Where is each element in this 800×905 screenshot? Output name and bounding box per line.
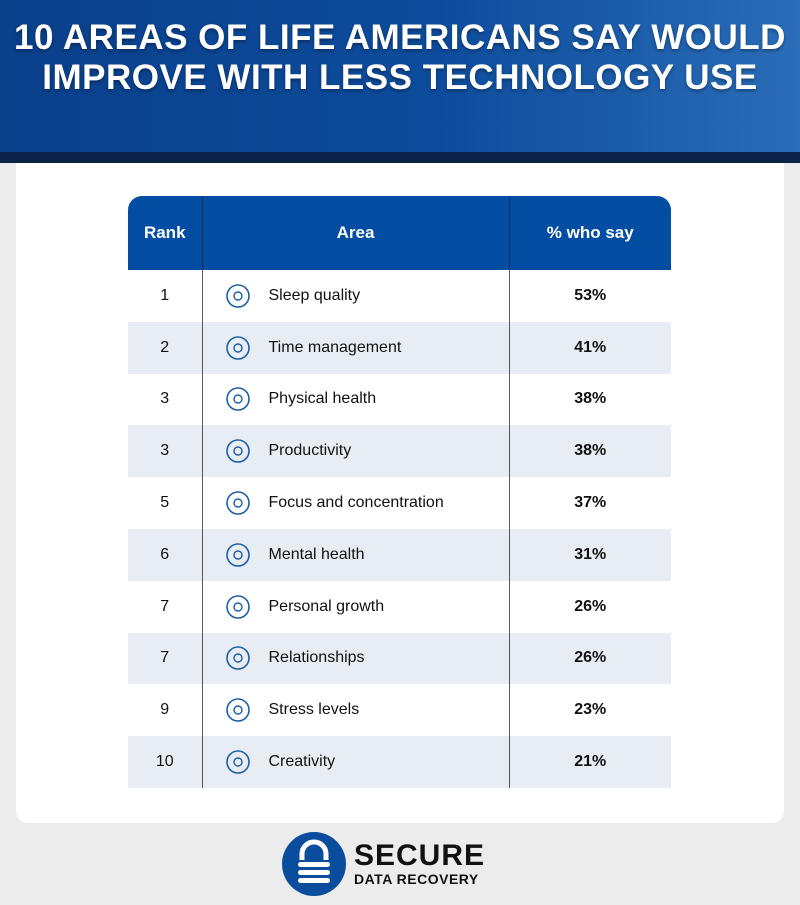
logo-line2: DATA RECOVERY [354,871,479,887]
pct-cell: 26% [574,597,607,615]
pct-cell: 38% [509,425,671,478]
padlock-icon [282,832,346,896]
area-cell: Sleep quality [202,270,510,322]
table-row: 7 Relationships 26% [128,632,671,685]
head-brain-icon [223,540,253,570]
brand-logo: SECURE DATA RECOVERY [282,832,485,896]
logo-line1: SECURE [354,839,486,872]
area-label: Stress levels [268,701,360,719]
area-cell: Mental health [202,528,510,581]
pct-cell: 31% [509,528,671,581]
target-icon [223,488,253,518]
rank-cell: 2 [128,321,203,374]
heart-dumbbell-icon [223,384,253,414]
area-label: Sleep quality [268,287,361,305]
pct-cell: 21% [509,736,671,788]
pct-cell: 37% [574,494,607,512]
table-row: 10 Creativity 21% [128,736,671,788]
table-row: 2 Time management 41% [128,321,671,374]
table-row: 3 Productivity 38% [128,425,671,478]
person-sprout-icon [223,592,253,622]
pct-cell: 23% [574,701,607,719]
area-cell: Stress levels [202,684,510,737]
table-row: 7 Personal growth 26% [128,580,671,633]
rank-cell: 5 [128,477,203,529]
rank-cell: 10 [128,736,203,788]
data-table: Rank Area % who say 1 Sleep quality 53% 2… [128,196,671,788]
area-cell: Productivity [202,425,510,478]
table-row: 1 Sleep quality 53% [128,270,671,322]
area-label: Focus and concentration [268,494,444,512]
sleep-pillow-icon [223,281,253,311]
rank-cell: 9 [128,684,203,737]
area-cell: Time management [202,321,510,374]
area-label: Mental health [268,546,365,564]
col-header-rank: Rank [128,196,203,270]
pct-cell: 41% [509,321,671,374]
area-cell: Relationships [202,632,510,685]
table-row: 5 Focus and concentration 37% [128,477,671,529]
col-header-area: Area [202,196,510,270]
area-cell: Personal growth [202,580,510,633]
col-header-pct: % who say [509,196,671,270]
table-row: 6 Mental health 31% [128,528,671,581]
stress-gauge-icon [223,695,253,725]
area-label: Physical health [268,390,377,408]
page-title: 10 AREAS OF LIFE AMERICANS SAY WOULD IMP… [14,18,786,97]
pct-cell: 38% [574,390,607,408]
area-cell: Physical health [202,373,510,426]
area-cell: Focus and concentration [202,477,510,529]
lightbulb-icon [223,747,253,777]
heart-people-icon [223,643,253,673]
area-label: Productivity [268,442,352,460]
growth-chart-icon [223,436,253,466]
rank-cell: 3 [128,425,203,478]
header-band [0,152,800,163]
table-row: 9 Stress levels 23% [128,684,671,737]
rank-cell: 3 [128,373,203,426]
pct-cell: 26% [509,632,671,685]
rank-cell: 7 [128,632,203,685]
table-row: 3 Physical health 38% [128,373,671,426]
rank-cell: 7 [128,580,203,633]
area-label: Creativity [268,753,336,771]
area-label: Relationships [268,649,365,667]
area-label: Time management [268,338,402,356]
area-label: Personal growth [268,597,385,615]
rank-cell: 6 [128,528,203,581]
rank-cell: 1 [128,270,203,322]
pct-cell: 53% [574,286,607,304]
area-cell: Creativity [202,736,510,788]
calendar-clock-icon [223,333,253,363]
header-banner [0,0,800,152]
